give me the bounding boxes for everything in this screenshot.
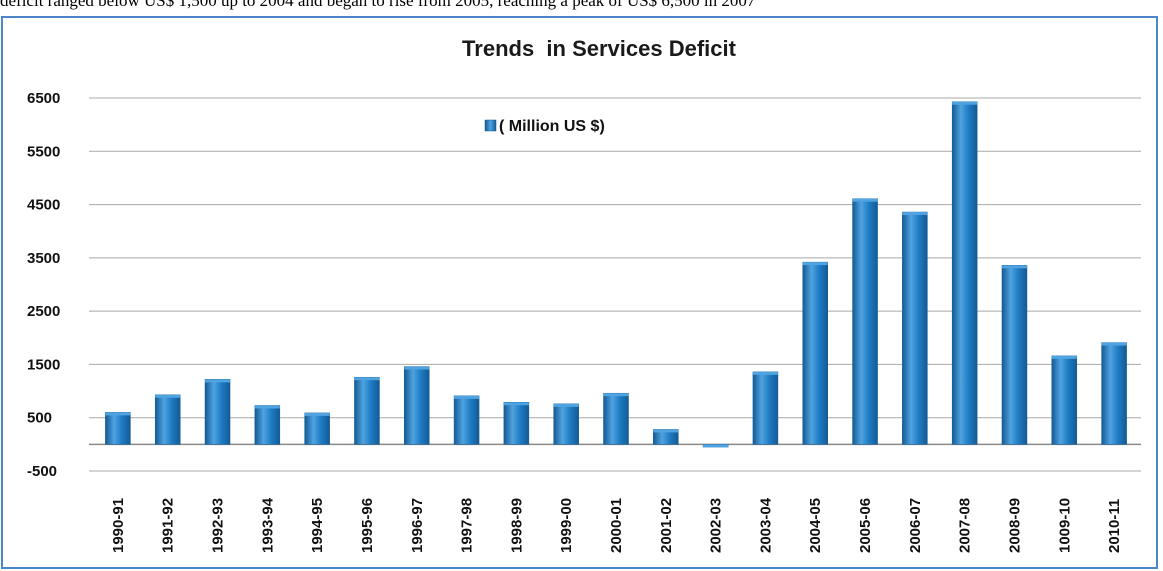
bar bbox=[752, 371, 779, 445]
bar bbox=[603, 392, 629, 445]
bar-top-highlight bbox=[1101, 342, 1127, 346]
y-tick-label: 1500 bbox=[27, 356, 60, 373]
x-tick-label: 1997-98 bbox=[459, 498, 476, 553]
bar-chart: Trends in Services Deficit 6500 5500 4500 3… bbox=[27, 36, 1141, 553]
bar bbox=[254, 405, 281, 445]
bar bbox=[105, 412, 131, 445]
bar-top-highlight bbox=[354, 377, 380, 381]
bar-top-highlight bbox=[1001, 265, 1027, 269]
x-tick-label: 1990-91 bbox=[110, 498, 127, 553]
x-tick-label: 1992-93 bbox=[210, 498, 227, 553]
y-tick-label: 3500 bbox=[27, 250, 60, 267]
bar bbox=[404, 366, 430, 445]
bar bbox=[951, 101, 978, 445]
bar-top-highlight bbox=[852, 198, 878, 202]
bar-top-highlight bbox=[703, 444, 729, 448]
x-tick-label: 2002-03 bbox=[708, 498, 725, 553]
bar bbox=[902, 211, 928, 445]
x-tick-label: 1991-92 bbox=[160, 498, 177, 553]
bar-top-highlight bbox=[553, 403, 579, 407]
bar-top-highlight bbox=[454, 395, 480, 399]
x-tick-label: 2004-05 bbox=[807, 498, 824, 553]
bar bbox=[154, 394, 181, 445]
y-tick-label: 5500 bbox=[27, 143, 60, 160]
x-tick-label: 2005-06 bbox=[857, 498, 874, 553]
bar bbox=[304, 412, 330, 445]
bar-top-highlight bbox=[304, 412, 330, 416]
bar bbox=[453, 395, 480, 445]
legend-swatch bbox=[484, 119, 497, 132]
bar-top-highlight bbox=[155, 394, 181, 398]
legend-label: ( Million US $) bbox=[499, 118, 605, 135]
bar bbox=[553, 403, 579, 445]
bar-top-highlight bbox=[205, 379, 231, 383]
x-axis-ticks: 1990-91 1991-92 1992-93 1993-94 1994-95 1995-… bbox=[110, 497, 1123, 553]
bar-top-highlight bbox=[802, 262, 828, 266]
y-tick-label: 4500 bbox=[27, 197, 60, 214]
x-tick-label: 1996-97 bbox=[409, 498, 426, 553]
y-axis-ticks: 6500 5500 4500 3500 2500 1500 500 -500 bbox=[27, 90, 60, 480]
bar-top-highlight bbox=[404, 366, 430, 370]
bar bbox=[1101, 342, 1127, 445]
bar bbox=[852, 198, 878, 445]
y-tick-label: 6500 bbox=[27, 90, 60, 107]
bar bbox=[204, 379, 231, 445]
x-tick-label: 2003-04 bbox=[757, 497, 774, 553]
bar-top-highlight bbox=[1051, 355, 1077, 359]
bar-top-highlight bbox=[952, 101, 978, 105]
bar-top-highlight bbox=[503, 402, 529, 406]
x-tick-label: 1993-94 bbox=[259, 497, 276, 553]
x-tick-label: 1994-95 bbox=[309, 498, 326, 553]
x-tick-label: 1995-96 bbox=[359, 498, 376, 553]
x-tick-label: 1998-99 bbox=[508, 498, 525, 553]
x-tick-label: 2001-02 bbox=[658, 498, 675, 553]
legend: ( Million US $) bbox=[484, 118, 605, 135]
x-tick-label: 2006-07 bbox=[907, 498, 924, 553]
y-tick-label: 500 bbox=[27, 410, 52, 427]
x-tick-label: 2000-01 bbox=[608, 498, 625, 553]
bar-top-highlight bbox=[254, 405, 280, 409]
y-tick-label: 2500 bbox=[27, 303, 60, 320]
chart-frame: Trends in Services Deficit 6500 5500 4500 3… bbox=[1, 16, 1158, 569]
chart-title: Trends in Services Deficit bbox=[462, 36, 737, 61]
x-tick-label: 2008-09 bbox=[1006, 498, 1023, 553]
bars bbox=[105, 101, 1127, 448]
bar-top-highlight bbox=[752, 371, 778, 375]
bar bbox=[1051, 355, 1078, 445]
bar-top-highlight bbox=[653, 429, 679, 433]
bar bbox=[503, 402, 530, 445]
bar bbox=[1001, 265, 1028, 445]
bar bbox=[354, 376, 380, 445]
caption-text: deficit ranged below US$ 1,500 up to 200… bbox=[0, 0, 756, 10]
bar-top-highlight bbox=[603, 393, 629, 397]
bar-top-highlight bbox=[105, 412, 131, 416]
x-tick-label: 1009-10 bbox=[1056, 498, 1073, 553]
y-tick-label: -500 bbox=[27, 463, 57, 480]
x-tick-label: 1999-00 bbox=[558, 498, 575, 553]
bar bbox=[802, 261, 828, 445]
x-tick-label: 2010-11 bbox=[1106, 499, 1123, 553]
x-tick-label: 2007-08 bbox=[957, 498, 974, 553]
bar-top-highlight bbox=[902, 212, 928, 216]
